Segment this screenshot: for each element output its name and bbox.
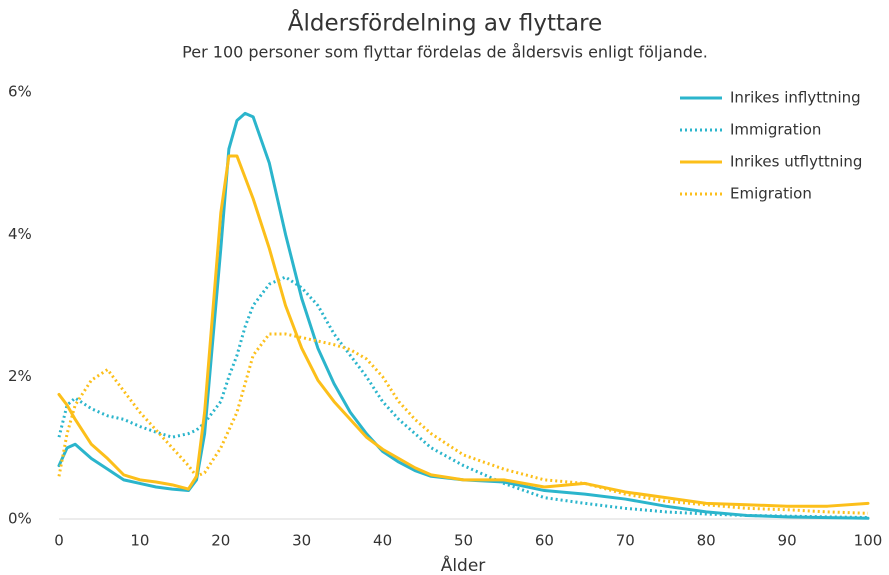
legend-label: Immigration xyxy=(730,121,821,139)
chart-subtitle: Per 100 personer som flyttar fördelas de… xyxy=(182,43,708,62)
x-tick-label: 90 xyxy=(778,532,797,550)
x-tick-label: 30 xyxy=(292,532,311,550)
x-tick-label: 40 xyxy=(373,532,392,550)
x-axis-label: Ålder xyxy=(441,554,486,575)
x-tick-label: 60 xyxy=(535,532,554,550)
x-tick-label: 100 xyxy=(854,532,883,550)
y-tick-label: 6% xyxy=(8,83,32,101)
y-tick-label: 0% xyxy=(8,510,32,528)
y-tick-label: 2% xyxy=(8,367,32,385)
chart-title: Åldersfördelning av flyttare xyxy=(288,9,602,37)
legend-label: Inrikes inflyttning xyxy=(730,89,861,107)
x-tick-label: 80 xyxy=(697,532,716,550)
legend-label: Inrikes utflyttning xyxy=(730,153,862,171)
x-tick-label: 70 xyxy=(616,532,635,550)
x-tick-label: 0 xyxy=(54,532,64,550)
x-tick-label: 10 xyxy=(130,532,149,550)
legend-label: Emigration xyxy=(730,185,812,203)
series-line xyxy=(57,275,869,520)
y-tick-label: 4% xyxy=(8,225,32,243)
x-tick-label: 50 xyxy=(454,532,473,550)
x-tick-label: 20 xyxy=(211,532,230,550)
series-line xyxy=(57,154,870,508)
series-line xyxy=(57,111,870,520)
